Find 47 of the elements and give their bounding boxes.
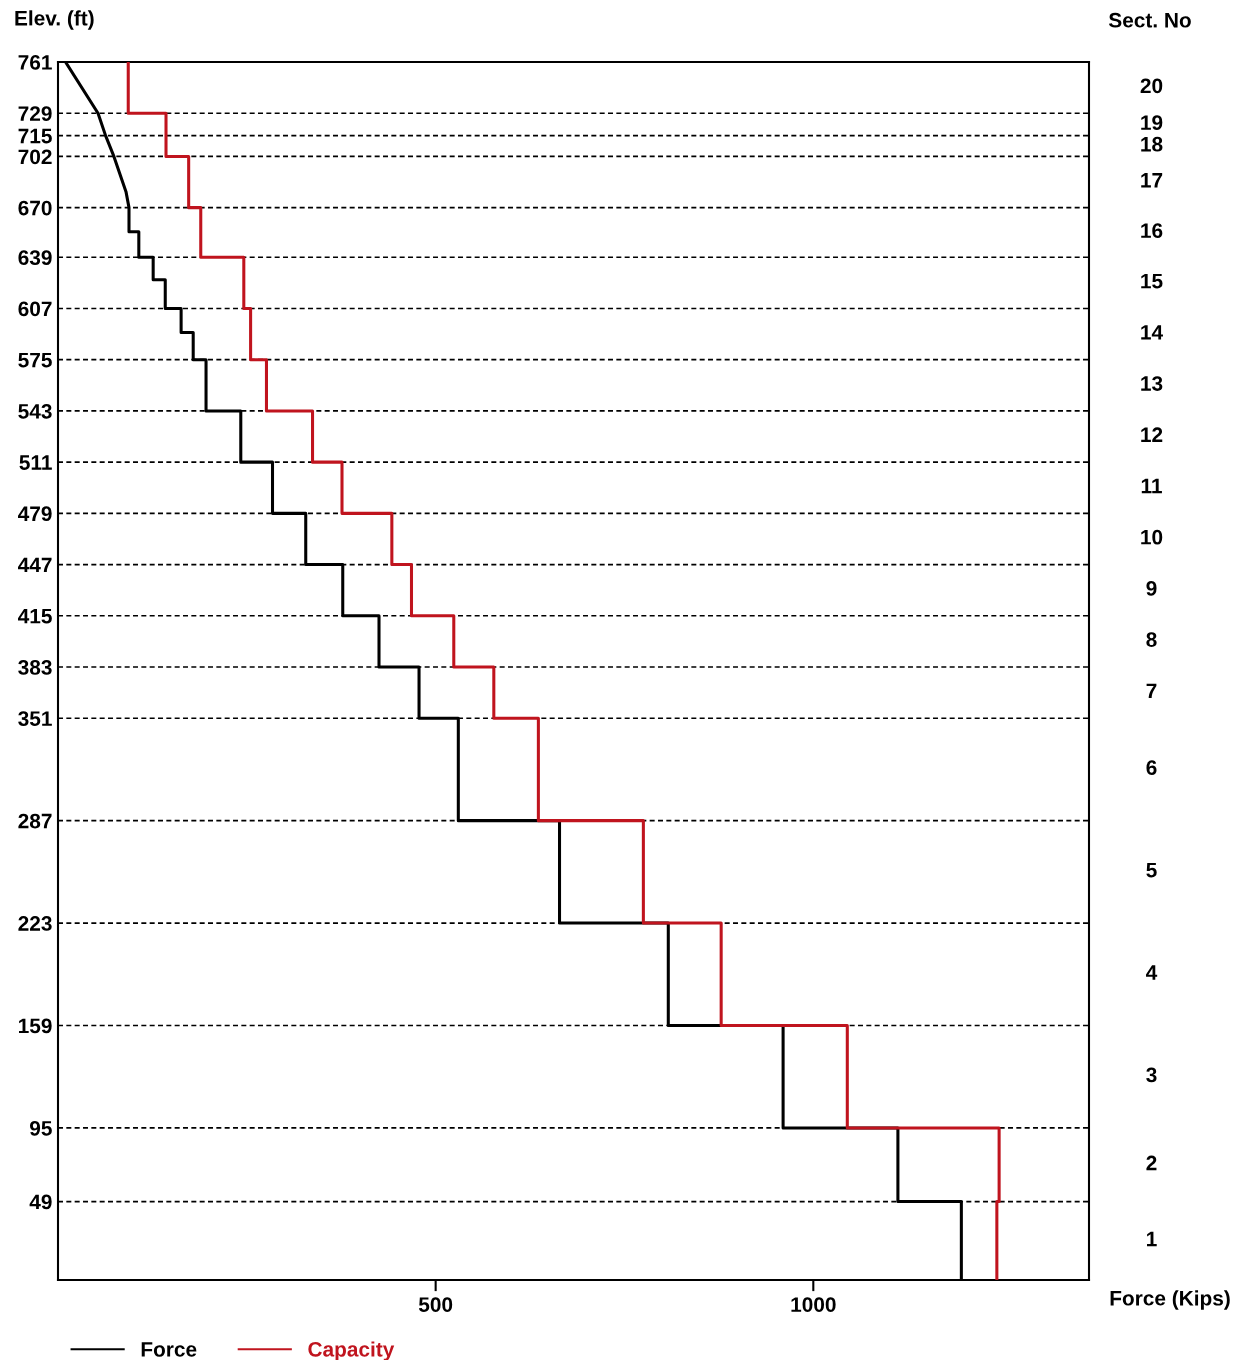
text: 7 <box>1146 683 1157 698</box>
x-tick-label: 1000 <box>791 1297 836 1312</box>
y-tick-label: 670 <box>18 200 52 216</box>
y-tick-label: 159 <box>19 1018 52 1034</box>
text: 10 <box>1141 529 1163 545</box>
text: 14 <box>1141 325 1163 340</box>
text: 19 <box>1141 115 1163 131</box>
y-tick-label: 95 <box>30 1120 52 1136</box>
y-tick-label: 415 <box>18 609 52 624</box>
y-tick-label: 49 <box>29 1194 52 1210</box>
y-tick-label: 511 <box>19 455 52 470</box>
text: 8 <box>1146 632 1157 647</box>
x-tick-label: 500 <box>418 1297 453 1312</box>
text: 6 <box>1146 760 1157 776</box>
y-axis-title: Elev. (ft) <box>15 10 94 30</box>
y-tick-label: 729 <box>18 106 52 121</box>
text: 2 <box>1146 1155 1157 1171</box>
y-tick-label: 447 <box>18 557 52 573</box>
y2-axis-title: Sect. No <box>1108 12 1191 28</box>
x-axis-title: Force (Kips) <box>1110 1290 1230 1310</box>
text: 1 <box>1147 1231 1157 1247</box>
text: 4 <box>1146 965 1158 980</box>
y-tick-label: 702 <box>18 149 52 165</box>
text: 11 <box>1141 478 1162 494</box>
text: 18 <box>1141 136 1163 152</box>
y-tick-label: 543 <box>18 403 52 419</box>
text: 9 <box>1146 581 1157 596</box>
text: 15 <box>1141 273 1163 289</box>
y-tick-label: 351 <box>18 711 52 726</box>
legend-label: Capacity <box>308 1341 395 1360</box>
text: 5 <box>1146 862 1157 878</box>
text: 16 <box>1141 223 1163 239</box>
text: 20 <box>1140 78 1163 94</box>
y-tick-label: 761 <box>18 55 52 70</box>
y-tick-label: 715 <box>18 128 52 144</box>
text: 17 <box>1141 173 1163 188</box>
y-tick-label: 575 <box>18 352 52 368</box>
text: 12 <box>1141 427 1163 442</box>
y-tick-label: 383 <box>18 660 52 675</box>
text: 13 <box>1141 376 1163 391</box>
y-tick-label: 607 <box>18 301 52 317</box>
y-tick-label: 287 <box>18 813 52 829</box>
text: 3 <box>1146 1067 1157 1083</box>
y-tick-label: 639 <box>18 250 52 266</box>
y-tick-label: 479 <box>18 506 52 522</box>
y-tick-label: 223 <box>18 916 52 931</box>
legend-label: Force <box>141 1342 197 1357</box>
